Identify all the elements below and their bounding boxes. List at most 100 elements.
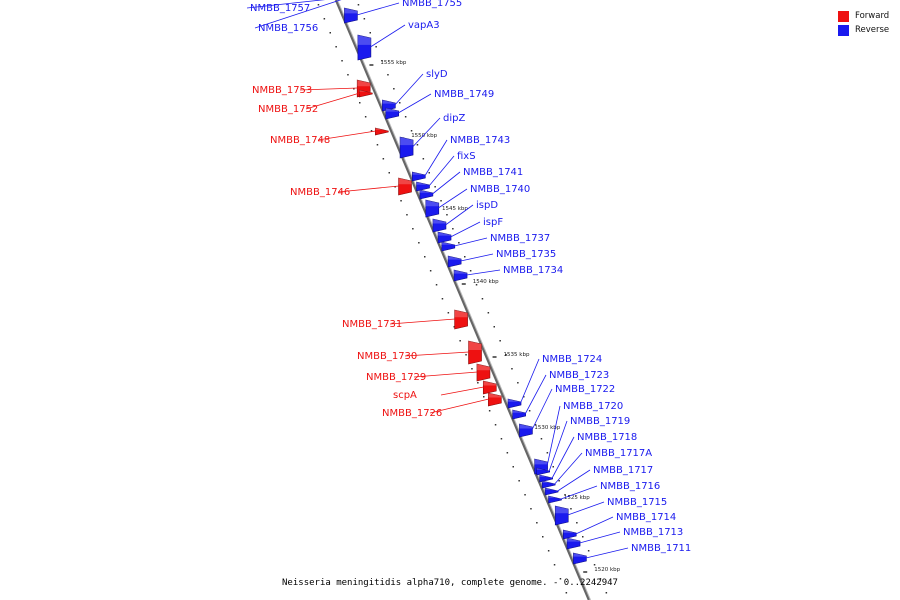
gene-connector — [546, 405, 561, 467]
gene-connector — [254, 0, 342, 29]
tick-dot — [494, 424, 497, 426]
tick-dot — [363, 18, 366, 20]
tick-dot — [552, 466, 554, 468]
tick-dot — [505, 354, 507, 356]
gene-label: NMBB_1716 — [600, 481, 660, 492]
tick-dot — [464, 256, 466, 258]
gene-arrow-shine — [573, 553, 587, 557]
gene-label: NMBB_1729 — [366, 372, 426, 383]
tick-dot — [517, 382, 519, 384]
tick-dot — [381, 60, 383, 62]
gene-arrow — [398, 177, 412, 196]
tick-dot — [400, 200, 402, 202]
tick-dot — [483, 396, 485, 398]
gene-connector — [305, 92, 360, 110]
gene-connector — [567, 501, 605, 516]
gene-arrow-shine — [454, 270, 468, 274]
genome-caption: Neisseria meningitidis alpha710, complet… — [282, 578, 618, 588]
gene-connector — [554, 452, 583, 485]
gene-arrow — [441, 241, 456, 252]
tick-dot — [323, 18, 326, 20]
gene-label: scpA — [393, 390, 417, 401]
tick-dot — [364, 116, 367, 118]
legend-reverse: Reverse — [838, 23, 889, 37]
gene-arrow — [507, 398, 522, 409]
gene-arrow — [358, 89, 373, 98]
gene-arrow — [437, 231, 452, 244]
gene-arrow — [344, 7, 358, 24]
gene-arrow — [419, 189, 434, 200]
gene-label: NMBB_1720 — [563, 401, 623, 412]
reverse-swatch — [838, 24, 849, 36]
tick-dot — [558, 480, 560, 482]
gene-connector — [524, 374, 547, 415]
tick-dot — [447, 312, 450, 314]
gene-label: NMBB_1735 — [496, 249, 556, 260]
genome-backbone — [334, 0, 591, 600]
gene-label: NMBB_1723 — [549, 370, 609, 381]
gene-label: NMBB_1741 — [463, 167, 523, 178]
tick-dot — [576, 522, 578, 524]
gene-connector — [337, 185, 400, 193]
gene-arrow-shine — [519, 424, 533, 429]
tick-dot — [469, 270, 472, 272]
tick-dot — [511, 368, 513, 370]
gene-connector — [466, 269, 501, 276]
gene-connector — [585, 547, 629, 559]
gene-label: ispD — [476, 200, 498, 211]
gene-label: NMBB_1737 — [490, 233, 550, 244]
gene-label: fixS — [457, 151, 476, 162]
gene-connector — [432, 171, 461, 195]
tick-dot — [528, 410, 531, 412]
gene-arrow-shine — [488, 393, 502, 398]
tick-dot — [536, 522, 538, 524]
tick-dot — [512, 466, 514, 468]
gene-connector — [299, 87, 358, 91]
tick-dot — [429, 270, 432, 272]
tick-dot — [453, 326, 455, 328]
gene-arrow — [562, 529, 577, 540]
tick-dot — [477, 382, 479, 384]
gene-connector — [429, 398, 489, 414]
scale-label: 1535 kbp — [504, 352, 530, 358]
tick-dot — [424, 256, 426, 258]
gene-arrow-shine — [476, 364, 490, 371]
gene-arrow — [454, 309, 468, 330]
scale-label: 1525 kbp — [564, 495, 590, 501]
legend: Forward Reverse — [838, 9, 889, 37]
tick-dot — [534, 424, 537, 426]
tick-dot — [441, 298, 444, 300]
gene-arrow — [519, 423, 533, 438]
gene-arrow — [411, 171, 426, 182]
gene-label: NMBB_1726 — [382, 408, 442, 419]
gene-arrow — [548, 495, 562, 504]
tick-dot — [458, 242, 460, 244]
scale-label: 1555 kbp — [380, 60, 406, 66]
tick-dot — [452, 228, 454, 230]
tick-dot — [523, 396, 525, 398]
gene-features — [344, 7, 587, 565]
tick-dot — [481, 298, 484, 300]
tick-dots — [317, 4, 608, 594]
tick-dot — [353, 88, 355, 90]
gene-arrow — [375, 127, 389, 136]
legend-forward: Forward — [838, 9, 889, 23]
tick-dot — [565, 592, 568, 594]
tick-dot — [599, 578, 602, 580]
legend-forward-label: Forward — [855, 11, 890, 21]
gene-connector — [450, 221, 481, 238]
gene-label: NMBB_1753 — [252, 85, 312, 96]
gene-arrow-shine — [555, 506, 569, 514]
gene-arrow-shine — [357, 35, 371, 45]
gene-label: NMBB_1734 — [503, 265, 563, 276]
gene-label: NMBB_1730 — [357, 351, 417, 362]
gene-arrow — [573, 552, 587, 565]
tick-dot — [359, 102, 361, 104]
tick-dot — [382, 158, 385, 160]
gene-arrow-shine — [483, 381, 497, 386]
tick-dot — [412, 228, 414, 230]
gene-arrow — [482, 380, 497, 395]
gene-connector — [579, 531, 621, 544]
tick-dot — [428, 172, 430, 174]
